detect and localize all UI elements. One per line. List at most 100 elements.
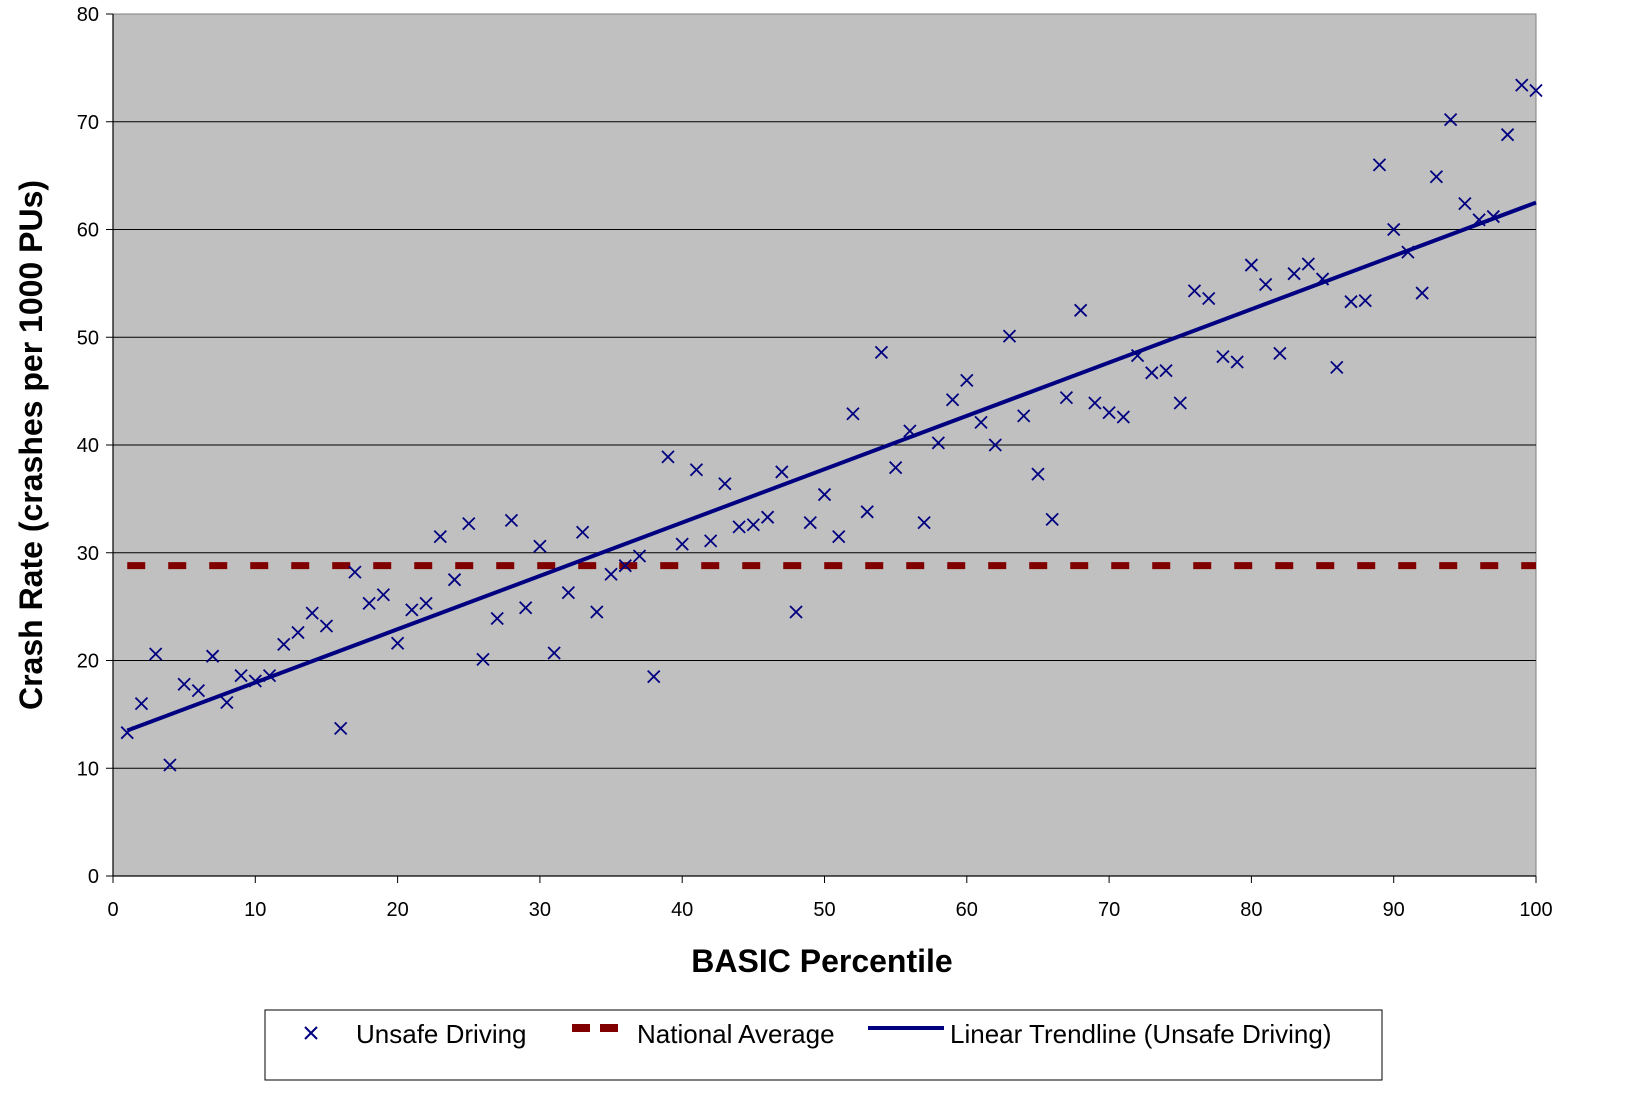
y-tick-label: 40 bbox=[77, 435, 99, 457]
data-point bbox=[974, 415, 988, 430]
data-point bbox=[1486, 209, 1500, 224]
data-point bbox=[1059, 390, 1074, 405]
data-point bbox=[732, 520, 746, 534]
data-point bbox=[860, 505, 874, 519]
data-point bbox=[1202, 291, 1216, 306]
data-point-stroke bbox=[433, 529, 447, 544]
data-point bbox=[1273, 346, 1287, 361]
data-point-stroke bbox=[1415, 286, 1429, 300]
y-tick-label: 50 bbox=[77, 327, 99, 349]
data-point bbox=[177, 677, 191, 691]
data-point-stroke bbox=[1358, 293, 1372, 308]
data-point-stroke bbox=[803, 515, 817, 530]
data-point-stroke bbox=[889, 460, 903, 475]
data-point bbox=[1244, 258, 1259, 272]
data-point-stroke bbox=[575, 525, 590, 539]
data-point-stroke bbox=[775, 465, 789, 479]
data-point-stroke bbox=[1401, 245, 1415, 259]
data-point-stroke bbox=[661, 450, 675, 464]
y-tick-label: 70 bbox=[77, 112, 99, 134]
data-point-stroke bbox=[348, 565, 362, 579]
data-point bbox=[945, 393, 960, 407]
data-point bbox=[1301, 257, 1315, 271]
data-point-stroke bbox=[305, 606, 319, 620]
data-point bbox=[348, 565, 362, 579]
data-point bbox=[604, 567, 618, 581]
data-point-stroke bbox=[1472, 213, 1486, 227]
data-point-stroke bbox=[1529, 83, 1543, 98]
data-point bbox=[590, 605, 604, 619]
data-point-stroke bbox=[220, 695, 234, 710]
x-tick-label: 70 bbox=[1098, 899, 1120, 921]
data-point bbox=[1387, 222, 1401, 237]
data-point bbox=[1159, 364, 1173, 378]
data-point-stroke bbox=[533, 539, 547, 553]
data-point bbox=[1088, 396, 1102, 410]
data-point-stroke bbox=[1287, 267, 1301, 281]
data-point bbox=[718, 477, 732, 491]
x-marker-icon bbox=[304, 1026, 318, 1040]
data-point bbox=[917, 515, 931, 530]
data-point bbox=[903, 424, 917, 438]
data-point bbox=[405, 603, 419, 617]
data-point-stroke bbox=[376, 588, 391, 602]
x-tick-label: 0 bbox=[107, 899, 118, 921]
data-point bbox=[262, 668, 277, 683]
data-point bbox=[319, 619, 334, 633]
data-point-stroke bbox=[1216, 350, 1230, 364]
data-point-stroke bbox=[1429, 170, 1444, 184]
data-point-stroke bbox=[291, 625, 305, 640]
data-point-stroke bbox=[675, 537, 689, 551]
data-point bbox=[533, 539, 547, 553]
y-tick-label: 0 bbox=[88, 866, 99, 888]
data-point-stroke bbox=[504, 513, 519, 528]
data-point-stroke bbox=[1387, 222, 1401, 237]
data-point-stroke bbox=[704, 534, 718, 548]
data-point-stroke bbox=[405, 603, 419, 617]
data-point bbox=[1500, 128, 1515, 142]
data-point-stroke bbox=[1031, 467, 1045, 481]
data-point bbox=[988, 438, 1002, 452]
data-point-stroke bbox=[1116, 410, 1130, 424]
data-point-stroke bbox=[1443, 112, 1458, 127]
data-point-stroke bbox=[1173, 396, 1187, 410]
data-point-stroke bbox=[1159, 364, 1173, 378]
data-point bbox=[163, 758, 177, 772]
data-point-stroke bbox=[760, 510, 775, 524]
data-point-stroke bbox=[1230, 355, 1244, 369]
data-point-stroke bbox=[1059, 390, 1074, 405]
data-point bbox=[704, 534, 718, 548]
x-tick-label: 20 bbox=[386, 899, 408, 921]
data-point bbox=[1529, 83, 1543, 98]
data-point bbox=[490, 611, 504, 626]
data-point-stroke bbox=[419, 596, 433, 611]
data-point-stroke bbox=[476, 652, 490, 667]
data-point bbox=[120, 726, 134, 740]
data-point bbox=[1017, 409, 1031, 423]
data-point-stroke bbox=[832, 529, 846, 544]
data-point-stroke bbox=[846, 407, 860, 421]
data-point bbox=[1173, 396, 1187, 410]
data-point bbox=[647, 670, 661, 684]
data-point bbox=[362, 596, 376, 611]
data-point-stroke bbox=[490, 611, 504, 626]
data-point bbox=[931, 436, 945, 450]
data-point-stroke bbox=[134, 696, 149, 711]
data-point-stroke bbox=[1515, 78, 1529, 92]
data-point-stroke bbox=[277, 637, 291, 651]
x-tick-label: 50 bbox=[813, 899, 835, 921]
data-point bbox=[277, 637, 291, 651]
data-point-stroke bbox=[632, 549, 647, 563]
data-point bbox=[874, 345, 889, 359]
data-point bbox=[1002, 329, 1017, 343]
data-point-stroke bbox=[1130, 348, 1145, 363]
data-point bbox=[1130, 348, 1145, 363]
data-point-stroke bbox=[1273, 346, 1287, 361]
data-point bbox=[419, 596, 433, 611]
data-point bbox=[889, 460, 903, 475]
x-tick-label: 60 bbox=[956, 899, 978, 921]
data-point bbox=[376, 588, 391, 602]
data-point-stroke bbox=[590, 605, 604, 619]
data-point-stroke bbox=[1145, 366, 1159, 380]
